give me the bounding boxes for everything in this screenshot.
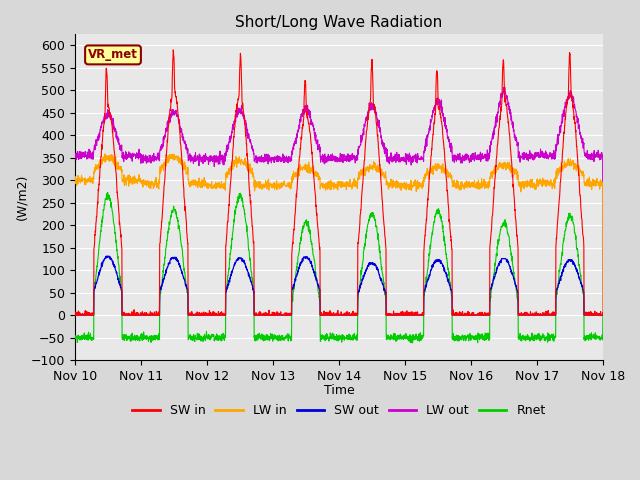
Y-axis label: (W/m2): (W/m2)	[15, 174, 28, 220]
Text: VR_met: VR_met	[88, 48, 138, 61]
Title: Short/Long Wave Radiation: Short/Long Wave Radiation	[236, 15, 442, 30]
X-axis label: Time: Time	[323, 384, 355, 397]
Legend: SW in, LW in, SW out, LW out, Rnet: SW in, LW in, SW out, LW out, Rnet	[127, 399, 550, 422]
